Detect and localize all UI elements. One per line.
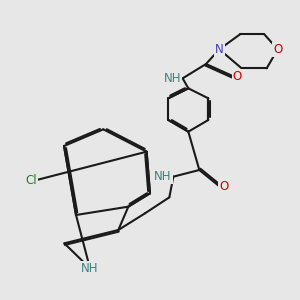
Text: NH: NH <box>154 169 172 183</box>
Text: N: N <box>215 43 224 56</box>
Text: NH: NH <box>81 262 99 275</box>
Text: NH: NH <box>164 72 181 85</box>
Text: O: O <box>219 179 228 193</box>
Text: O: O <box>233 70 242 83</box>
Text: Cl: Cl <box>25 173 37 187</box>
Text: O: O <box>273 43 282 56</box>
